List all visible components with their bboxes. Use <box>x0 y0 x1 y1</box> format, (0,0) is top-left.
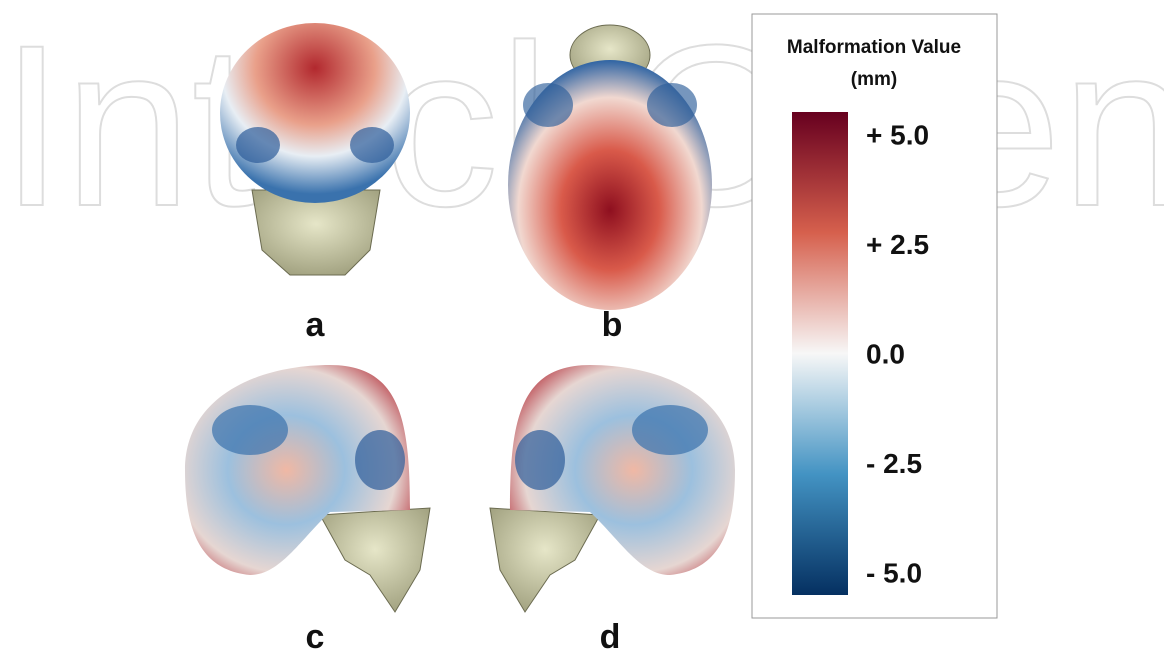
legend-frame <box>751 13 998 619</box>
colorbar <box>792 112 848 595</box>
skull-right <box>489 365 735 613</box>
skull-front <box>220 23 410 276</box>
skull-top <box>508 24 712 310</box>
tick-label: 0.0 <box>866 339 905 370</box>
panel-label: b <box>602 306 623 344</box>
panel-label: c <box>306 618 325 652</box>
panel-label: d <box>600 618 621 652</box>
legend-unit: (mm) <box>851 69 897 90</box>
legend-title: Malformation Value <box>787 37 961 58</box>
skull-left <box>185 365 431 613</box>
tick-label: + 2.5 <box>866 229 929 260</box>
panel-label: a <box>306 306 326 344</box>
tick-label: - 5.0 <box>866 558 922 589</box>
tick-label: + 5.0 <box>866 119 929 150</box>
tick-label: - 2.5 <box>866 448 922 479</box>
